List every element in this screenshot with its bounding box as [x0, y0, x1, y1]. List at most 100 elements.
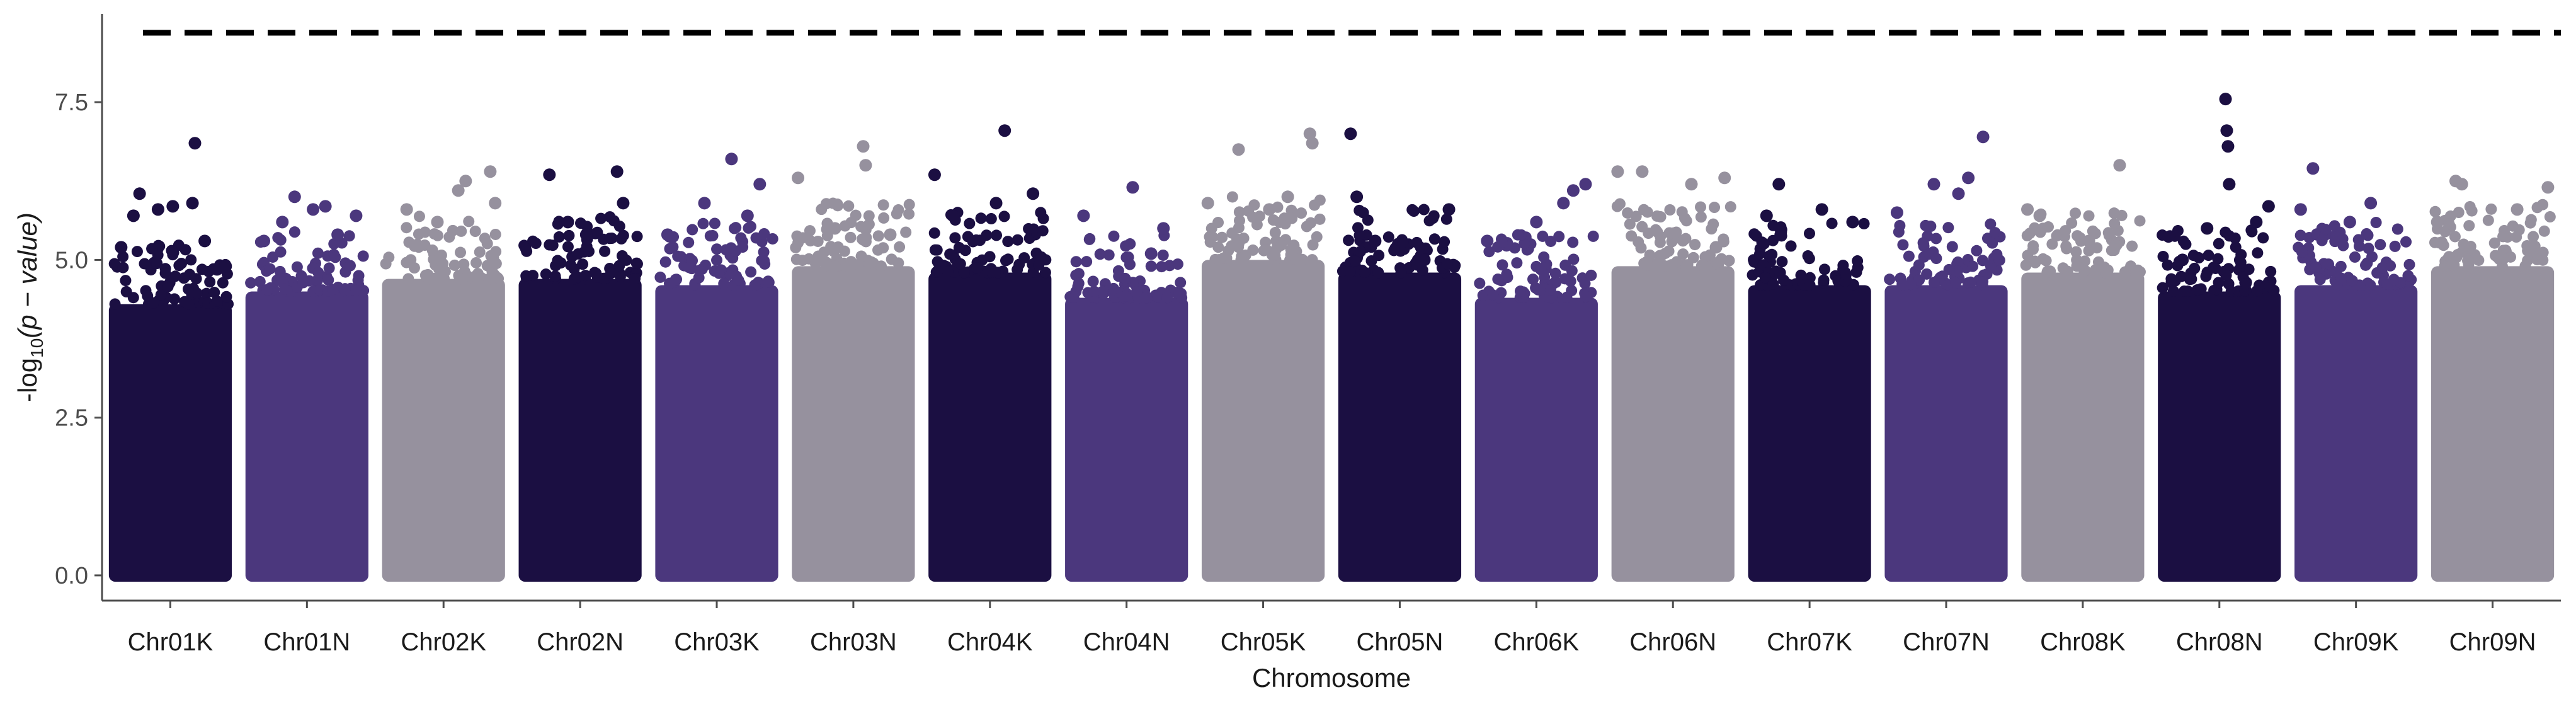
dense-points-mass: [655, 285, 778, 582]
snp-point: [2498, 253, 2510, 265]
snp-point: [350, 284, 362, 296]
snp-point: [2070, 207, 2082, 219]
snp-point: [1724, 201, 1736, 213]
snp-point: [2111, 239, 2123, 251]
snp-point: [2456, 246, 2468, 258]
snp-point: [329, 251, 341, 263]
x-tick-label: Chr09N: [2449, 628, 2536, 656]
snp-point: [275, 234, 287, 246]
snp-point: [2361, 228, 2373, 239]
snp-point: [2328, 220, 2340, 232]
snp-point: [1382, 231, 1394, 243]
snp-point: [2395, 277, 2407, 289]
snp-point: [1247, 244, 1259, 256]
snp-point: [2240, 278, 2252, 290]
snp-point: [2167, 285, 2179, 297]
snp-point: [1566, 265, 1578, 277]
snp-point: [1766, 248, 1778, 260]
snp-point: [1680, 215, 1692, 227]
peak-point: [1369, 234, 1382, 248]
dense-points-mass: [382, 279, 505, 582]
snp-point: [1985, 218, 1997, 230]
snp-point: [1233, 206, 1245, 218]
peak-point: [2201, 222, 2214, 235]
snp-point: [2252, 247, 2264, 259]
snp-point: [1418, 204, 1430, 216]
peak-point: [1157, 222, 1170, 235]
chromosome-group: [1201, 127, 1326, 582]
snp-point: [1221, 252, 1233, 264]
peak-point: [1636, 165, 1649, 178]
snp-point: [2381, 278, 2393, 290]
snp-point: [1035, 207, 1047, 219]
dense-points-mass: [2294, 285, 2418, 582]
peak-point: [307, 203, 320, 216]
peak-point: [452, 184, 465, 197]
snp-point: [420, 270, 432, 282]
snp-point: [196, 263, 208, 275]
snp-point: [2193, 252, 2205, 264]
peak-point: [484, 165, 497, 178]
peak-point: [319, 200, 332, 213]
snp-point: [2264, 280, 2276, 292]
peak-point: [1772, 178, 1786, 191]
snp-point: [2029, 222, 2041, 234]
peak-point: [2510, 203, 2524, 216]
peak-point: [998, 124, 1012, 137]
peak-point: [989, 197, 1003, 210]
peak-point: [1077, 209, 1090, 222]
snp-point: [1535, 263, 1547, 275]
peak-point: [2431, 216, 2444, 229]
snp-point: [1712, 257, 1724, 268]
y-tick-label: 0.0: [55, 563, 88, 589]
snp-point: [1775, 230, 1787, 242]
x-tick-label: Chr03K: [674, 628, 760, 656]
snp-point: [1145, 260, 1157, 272]
snp-point: [886, 253, 898, 265]
snp-point: [1226, 191, 1238, 203]
snp-point: [1682, 259, 1694, 271]
snp-point: [1903, 250, 1915, 262]
snp-point: [2391, 223, 2403, 235]
snp-point: [254, 275, 266, 287]
snp-point: [1336, 265, 1348, 277]
snp-point: [1212, 217, 1224, 229]
snp-point: [1826, 217, 1838, 229]
snp-point: [1666, 259, 1678, 271]
snp-point: [1492, 273, 1504, 285]
snp-point: [756, 255, 768, 267]
snp-point: [2402, 270, 2414, 282]
snp-point: [520, 243, 532, 255]
peak-point: [1579, 178, 1592, 191]
snp-point: [1120, 291, 1132, 303]
snp-point: [1568, 253, 1580, 265]
snp-point: [2182, 285, 2194, 297]
x-tick-label: Chr09K: [2313, 628, 2399, 656]
peak-point: [2364, 197, 2378, 210]
peak-point: [1350, 190, 1364, 204]
peak-point: [1344, 127, 1357, 141]
snp-point: [411, 238, 423, 250]
chromosome-group: [1611, 165, 1736, 582]
snp-point: [1519, 238, 1530, 250]
snp-point: [1905, 279, 1917, 291]
peak-point: [1144, 247, 1158, 260]
chromosome-group: [790, 140, 915, 582]
snp-point: [1818, 274, 1830, 286]
snp-point: [2046, 238, 2058, 250]
snp-point: [829, 260, 841, 272]
snp-point: [291, 261, 303, 273]
snp-point: [2071, 260, 2083, 272]
peak-point: [2306, 162, 2320, 175]
snp-point: [2538, 225, 2550, 237]
snp-point: [831, 199, 843, 210]
snp-point: [2443, 218, 2455, 230]
snp-point: [344, 260, 356, 272]
snp-point: [455, 225, 467, 237]
snp-point: [818, 246, 830, 258]
snp-point: [162, 280, 174, 292]
peak-point: [792, 171, 805, 185]
peak-point: [2113, 159, 2126, 172]
snp-point: [183, 283, 195, 295]
snp-point: [1630, 210, 1642, 222]
